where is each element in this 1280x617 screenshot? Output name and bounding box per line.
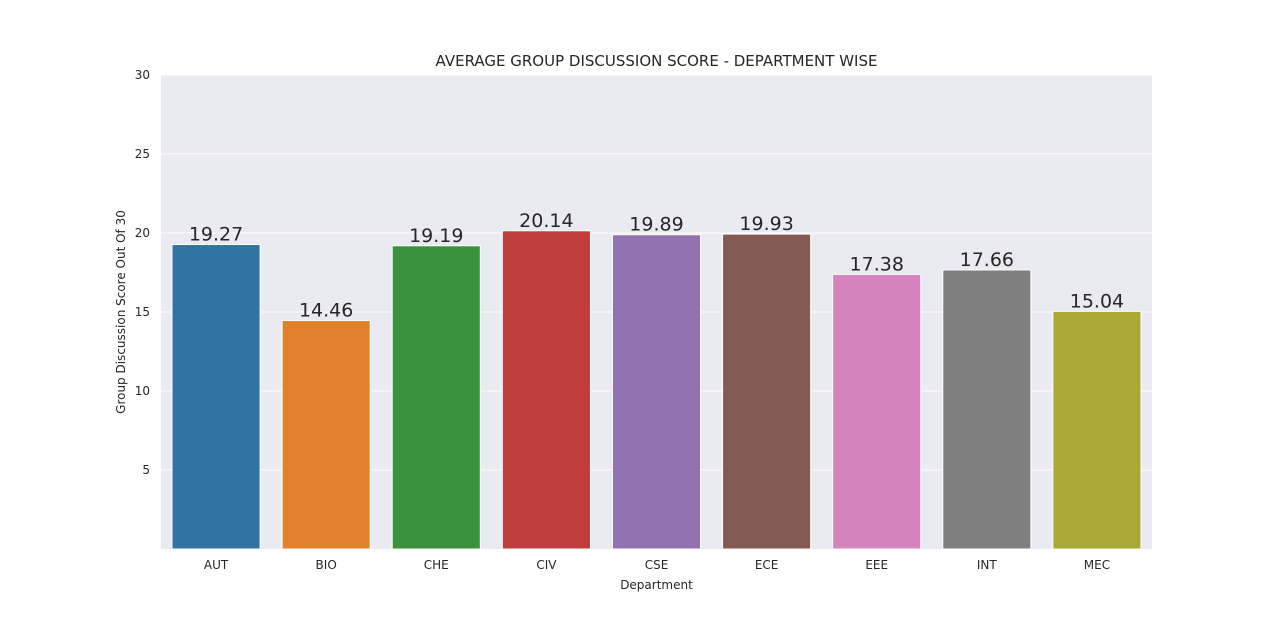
bar-aut: [171, 244, 261, 550]
bar-eee: [832, 273, 922, 550]
bar-ece: [722, 233, 812, 550]
bar-value-label: 20.14: [519, 210, 573, 232]
bar-value-label: 19.93: [739, 213, 793, 235]
bar-value-label: 17.66: [960, 249, 1014, 271]
y-tick-label: 25: [135, 147, 150, 161]
x-tick-label: ECE: [755, 558, 779, 572]
bar-cse: [611, 234, 702, 550]
x-tick-label: INT: [977, 558, 998, 572]
bar-value-label: 14.46: [299, 300, 353, 322]
y-tick-label: 10: [135, 384, 150, 398]
x-axis-ticks: AUT BIO CHE CIV CSE ECE EEE INT MEC: [204, 558, 1110, 572]
chart-title: AVERAGE GROUP DISCUSSION SCORE - DEPARTM…: [436, 52, 878, 70]
x-tick-label: AUT: [204, 558, 229, 572]
x-tick-label: CSE: [645, 558, 669, 572]
bar-value-label: 19.89: [629, 214, 683, 236]
bar-bio: [281, 320, 371, 550]
bars: [171, 230, 1142, 550]
y-tick-label: 5: [142, 463, 150, 477]
x-tick-label: EEE: [865, 558, 888, 572]
bar-value-label: 19.27: [189, 224, 243, 246]
y-axis-ticks: 5 10 15 20 25 30: [135, 68, 150, 477]
x-tick-label: MEC: [1084, 558, 1110, 572]
x-tick-label: CHE: [424, 558, 449, 572]
x-tick-label: BIO: [316, 558, 337, 572]
y-tick-label: 15: [135, 305, 150, 319]
bar-value-labels: 19.27 14.46 19.19 20.14 19.89 19.93 17.38 17.66…: [189, 210, 1124, 322]
bar-value-label: 15.04: [1070, 290, 1124, 312]
bar-value-label: 17.38: [850, 253, 904, 275]
bar-che: [391, 245, 481, 550]
y-tick-label: 30: [135, 68, 150, 82]
bar-int: [942, 269, 1032, 550]
y-axis-title: Group Discussion Score Out Of 30: [114, 210, 128, 414]
x-axis-title: Department: [620, 578, 693, 592]
x-tick-label: CIV: [536, 558, 557, 572]
bar-civ: [501, 230, 591, 550]
bar-value-label: 19.19: [409, 225, 463, 247]
y-tick-label: 20: [135, 226, 150, 240]
bar-mec: [1052, 310, 1142, 550]
